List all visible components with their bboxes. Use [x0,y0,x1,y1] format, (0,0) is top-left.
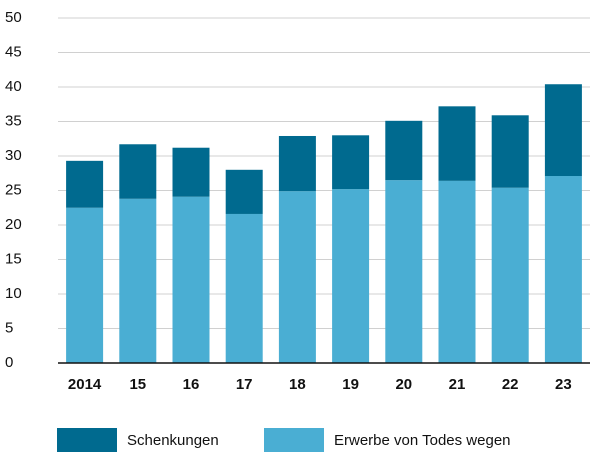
bar-segment [66,160,104,208]
bar-segment [385,120,423,181]
x-tick-label: 17 [236,376,253,393]
y-tick-label: 40 [5,78,22,95]
legend-swatch [264,428,324,452]
bar-segment [119,144,157,199]
y-tick-label: 10 [5,285,22,302]
bar-segment [225,213,263,363]
bar-segment [172,196,210,363]
bar-segment [172,147,210,197]
legend-label: Schenkungen [127,432,219,449]
bar-segment [119,198,157,363]
y-tick-label: 30 [5,147,22,164]
x-tick-label: 20 [395,376,412,393]
x-tick-label: 19 [342,376,359,393]
bar-segment [332,189,370,363]
bar-segment [332,135,370,190]
y-tick-label: 45 [5,43,22,60]
y-tick-label: 25 [5,181,22,198]
bar-segment [544,84,582,177]
x-tick-label: 15 [129,376,146,393]
x-tick-label: 16 [183,376,200,393]
y-tick-label: 15 [5,250,22,267]
y-tick-label: 50 [5,9,22,26]
y-tick-label: 5 [5,319,13,336]
bar-segment [385,180,423,363]
bar-segment [544,176,582,363]
bar-segment [491,115,529,188]
x-tick-label: 2014 [68,376,102,393]
x-tick-label: 23 [555,376,572,393]
x-tick-label: 22 [502,376,519,393]
y-tick-label: 35 [5,112,22,129]
bar-segment [225,169,263,214]
bar-segment [491,187,529,363]
bar-segment [438,180,476,363]
bar-segment [278,191,316,363]
bar-segment [438,106,476,181]
x-tick-label: 18 [289,376,306,393]
legend-swatch [57,428,117,452]
legend-label: Erwerbe von Todes wegen [334,432,511,449]
x-tick-label: 21 [449,376,466,393]
y-tick-label: 0 [5,354,13,371]
y-tick-label: 20 [5,216,22,233]
bar-segment [278,135,316,192]
bar-segment [66,207,104,363]
